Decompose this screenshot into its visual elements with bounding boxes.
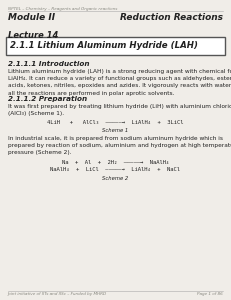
Text: In industrial scale, it is prepared from sodium aluminum hydride which is
prepar: In industrial scale, it is prepared from… — [8, 136, 231, 155]
Text: Page 1 of 86: Page 1 of 86 — [197, 292, 223, 296]
Text: It was first prepared by treating lithium hydride (LiH) with aluminium chloride
: It was first prepared by treating lithiu… — [8, 104, 231, 116]
Text: Scheme 1: Scheme 1 — [102, 128, 129, 133]
Text: Na  +  Al  +  2H₂  —————→  NaAlH₄: Na + Al + 2H₂ —————→ NaAlH₄ — [62, 160, 169, 165]
Text: 2.1.1 Lithium Aluminum Hydride (LAH): 2.1.1 Lithium Aluminum Hydride (LAH) — [10, 41, 198, 50]
Text: 2.1.1.1 Introduction: 2.1.1.1 Introduction — [8, 61, 90, 67]
Text: 4LiH   +   AlCl₃  —————→  LiAlH₄  +  3LiCl: 4LiH + AlCl₃ —————→ LiAlH₄ + 3LiCl — [47, 120, 184, 125]
Text: Scheme 2: Scheme 2 — [102, 176, 129, 181]
Text: Lithium aluminum hydride (LAH) is a strong reducing agent with chemical formula
: Lithium aluminum hydride (LAH) is a stro… — [8, 69, 231, 96]
Text: Lecture 14: Lecture 14 — [8, 32, 58, 40]
Text: Reduction Reactions: Reduction Reactions — [120, 14, 223, 22]
Text: NaAlH₄  +  LiCl  —————→  LiAlH₄  +  NaCl: NaAlH₄ + LiCl —————→ LiAlH₄ + NaCl — [51, 167, 180, 172]
Text: 2.1.1.2 Preparation: 2.1.1.2 Preparation — [8, 96, 87, 102]
Text: Module II: Module II — [8, 14, 55, 22]
FancyBboxPatch shape — [6, 37, 225, 55]
Text: Joint initiative of IITs and IISc – Funded by MHRD: Joint initiative of IITs and IISc – Fund… — [8, 292, 107, 296]
Text: NPTEL – Chemistry – Reagents and Organic reactions: NPTEL – Chemistry – Reagents and Organic… — [8, 7, 117, 10]
